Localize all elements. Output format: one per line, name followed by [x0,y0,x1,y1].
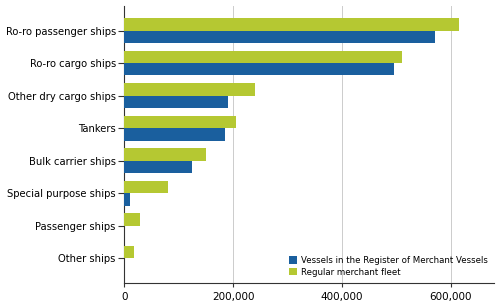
Bar [124,96,228,108]
Bar [124,161,192,173]
Bar [124,30,434,43]
Bar [124,213,140,226]
Legend: Vessels in the Register of Merchant Vessels, Regular merchant fleet: Vessels in the Register of Merchant Vess… [286,253,490,279]
Bar [124,148,206,161]
Bar [124,116,236,128]
Bar [124,193,130,206]
Bar [124,181,168,193]
Bar [124,246,134,258]
Bar [124,51,402,63]
Bar [124,83,255,96]
Bar [124,18,459,30]
Bar [124,63,394,75]
Bar [124,128,225,140]
